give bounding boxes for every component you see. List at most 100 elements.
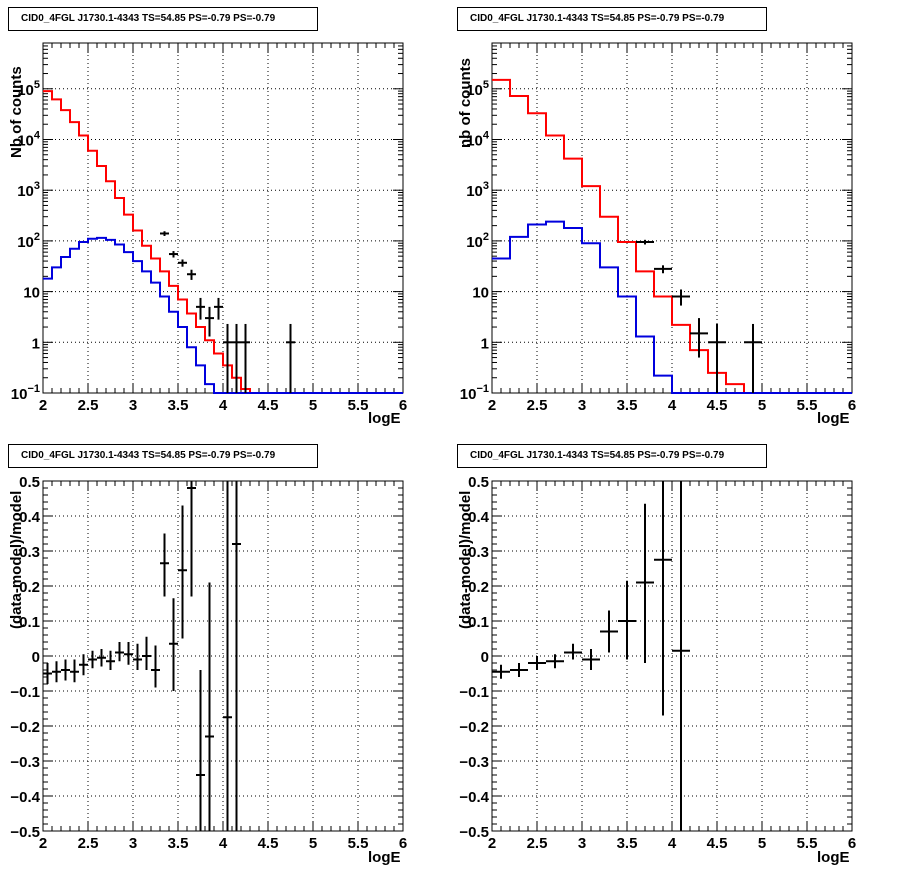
- x-tick-label: 2.5: [527, 835, 548, 852]
- y-tick-label: 0.4: [19, 509, 41, 526]
- y-tick-label: 0: [481, 649, 489, 666]
- x-tick-label: 6: [399, 397, 407, 414]
- x-tick-label: 2: [39, 835, 47, 852]
- x-axis-label: logE: [817, 849, 850, 866]
- y-tick-exponent: 5: [34, 79, 40, 91]
- chart-title: CID0_4FGL J1730.1-4343 TS=54.85 PS=-0.79…: [457, 444, 767, 468]
- data-point: [115, 642, 124, 662]
- data-point: [744, 323, 762, 393]
- data-points: [636, 239, 762, 393]
- data-point: [178, 505, 187, 639]
- x-tick-label: 5: [309, 397, 317, 414]
- data-point: [564, 643, 582, 660]
- grid: [42, 480, 404, 832]
- y-axis-ticks: [492, 42, 852, 394]
- y-tick-label: −0.4: [10, 789, 40, 806]
- x-tick-label: 5: [758, 397, 766, 414]
- y-axis-ticks: [43, 480, 403, 832]
- y-tick-exponent: 2: [483, 231, 489, 243]
- grid: [491, 480, 853, 832]
- x-axis-ticks: [491, 481, 853, 831]
- y-axis-ticks: [492, 480, 852, 832]
- y-tick-base: 10: [17, 234, 34, 251]
- y-tick-label: −0.5: [10, 824, 40, 841]
- x-tick-label: 3.5: [168, 835, 189, 852]
- chart-bottom-right: 2 2.5 3 3.5 4 4.5 5 5.5 6 −0.5 −0.4 −0.3 −0.2 −0.1 0 0.…: [459, 474, 856, 852]
- y-tick-label: −0.2: [10, 719, 40, 736]
- y-axis-label: Nb of counts: [8, 66, 25, 158]
- y-tick-label: 0.1: [19, 614, 40, 631]
- y-tick-label: 0.5: [468, 474, 489, 491]
- x-tick-label: 3: [578, 397, 586, 414]
- x-tick-label: 5: [309, 835, 317, 852]
- y-tick-label: 103: [17, 180, 40, 200]
- y-tick-label: 0: [32, 649, 40, 666]
- y-tick-label: −0.5: [459, 824, 489, 841]
- y-axis-label: (data-model)/model: [457, 490, 474, 629]
- x-tick-label: 5: [758, 835, 766, 852]
- data-point: [636, 239, 654, 245]
- x-tick-label: 2.5: [78, 397, 99, 414]
- y-tick-label: −0.2: [459, 719, 489, 736]
- x-tick-label: 4.5: [258, 835, 279, 852]
- data-point: [160, 533, 169, 597]
- x-tick-label: 4: [219, 397, 228, 414]
- y-tick-base: 10: [17, 132, 34, 149]
- x-axis-label: logE: [368, 410, 401, 427]
- x-tick-label: 2: [39, 397, 47, 414]
- data-points: [492, 481, 690, 831]
- x-tick-label: 6: [848, 835, 856, 852]
- y-tick-label: −0.1: [10, 684, 40, 701]
- y-tick-label: 0.4: [468, 509, 490, 526]
- y-tick-exponent: 5: [483, 79, 489, 91]
- data-point: [654, 481, 672, 716]
- data-point: [169, 251, 178, 258]
- y-tick-label: 1: [32, 335, 40, 352]
- data-points: [43, 481, 241, 831]
- x-tick-label: 5.5: [348, 835, 369, 852]
- x-tick-label: 4.5: [707, 397, 728, 414]
- y-tick-base: 10: [17, 82, 34, 99]
- y-tick-label: 104: [17, 129, 41, 149]
- y-tick-label: 0.2: [468, 579, 489, 596]
- panel-top-left: 2 2.5 3 3.5 4 4.5 5 5.5 6 10−1 1 10 102 103 104 105 CID…: [0, 0, 449, 437]
- y-tick-label: −0.3: [459, 754, 489, 771]
- data-point: [151, 645, 160, 688]
- data-point: [223, 323, 232, 393]
- data-point: [241, 323, 250, 393]
- y-tick-exponent: 4: [483, 129, 490, 141]
- y-tick-label: 10: [472, 285, 489, 302]
- data-point: [636, 503, 654, 663]
- x-tick-label: 4: [668, 835, 677, 852]
- data-point: [528, 656, 546, 670]
- model-source-histogram: [43, 236, 403, 394]
- y-tick-exponent: 3: [34, 180, 40, 192]
- data-point: [178, 259, 187, 267]
- y-tick-label: 10−1: [460, 383, 489, 403]
- y-tick-base: 10: [466, 82, 483, 99]
- y-tick-base: 10: [466, 234, 483, 251]
- y-tick-label: 104: [466, 129, 490, 149]
- chart-title: CID0_4FGL J1730.1-4343 TS=54.85 PS=-0.79…: [8, 444, 318, 468]
- data-point: [106, 650, 115, 670]
- data-point: [708, 323, 726, 393]
- y-tick-label: 1: [481, 335, 489, 352]
- x-tick-label: 3: [129, 835, 137, 852]
- model-source-histogram: [492, 220, 852, 394]
- data-point: [214, 297, 223, 320]
- data-point: [582, 649, 600, 670]
- data-point: [142, 636, 151, 670]
- y-tick-label: 10: [23, 285, 40, 302]
- data-point: [124, 642, 133, 665]
- y-tick-base: 10: [17, 183, 34, 200]
- y-tick-exponent: −1: [27, 383, 40, 395]
- x-axis-ticks: [491, 43, 853, 393]
- data-point: [672, 289, 690, 306]
- y-tick-label: 0.1: [468, 614, 489, 631]
- y-tick-label: 105: [466, 79, 489, 99]
- x-tick-label: 3.5: [168, 397, 189, 414]
- x-axis-ticks: [42, 481, 404, 831]
- x-tick-label: 6: [848, 397, 856, 414]
